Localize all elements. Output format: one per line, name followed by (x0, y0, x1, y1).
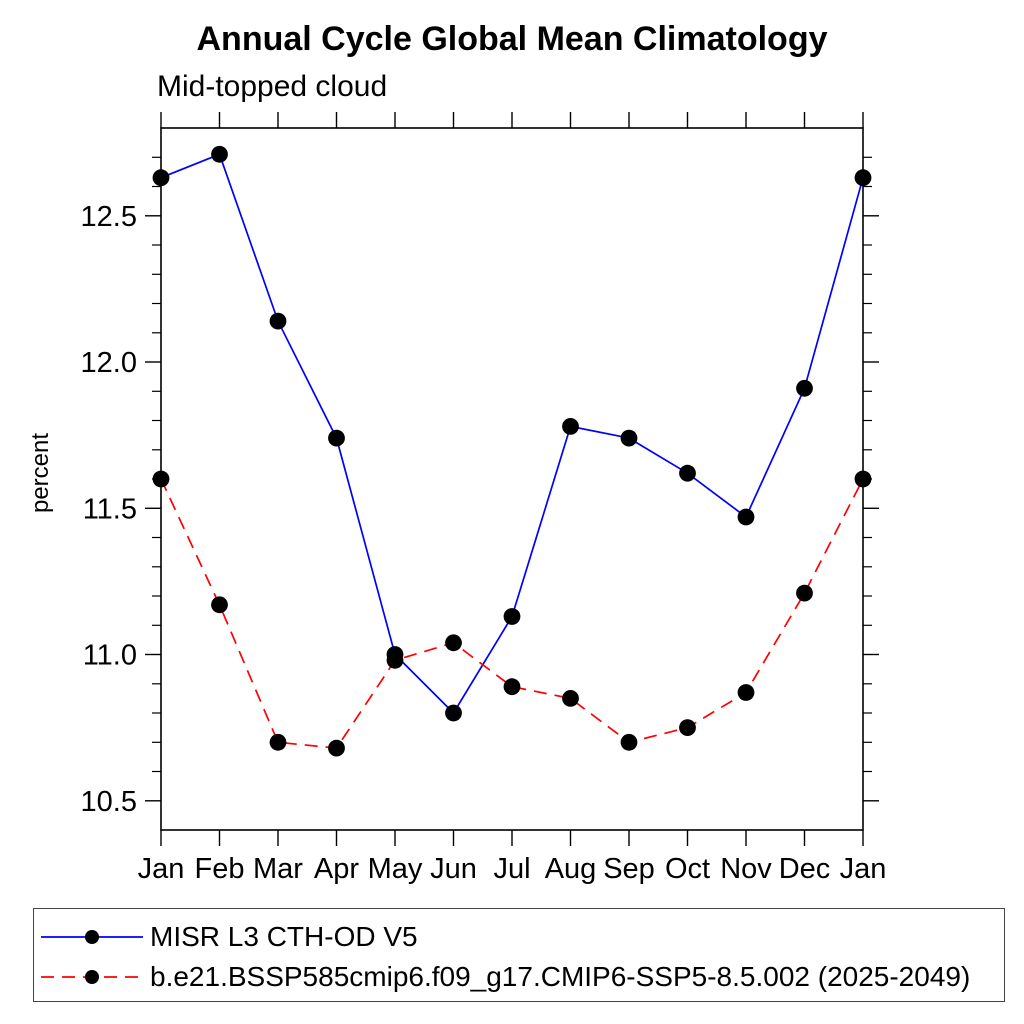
data-point-marker (562, 690, 579, 707)
data-point-marker (796, 584, 813, 602)
data-point-marker (211, 596, 228, 614)
x-tick-label: Jul (493, 853, 530, 885)
x-tick-label: Nov (720, 853, 772, 885)
legend-item-misr: MISR L3 CTH-OD V5 (39, 921, 418, 952)
data-point-marker (854, 169, 872, 187)
data-point-marker (503, 608, 521, 625)
data-point-marker (328, 739, 345, 757)
series-line-0 (160, 153, 864, 715)
data-point-marker (679, 719, 696, 736)
y-tick-label: 11.5 (83, 493, 137, 525)
x-tick-label: Oct (665, 853, 710, 885)
x-tick-label: May (368, 853, 423, 885)
x-tick-label: Jan (840, 853, 887, 885)
legend-label: b.e21.BSSP585cmip6.f09_g17.CMIP6-SSP5-8.… (150, 961, 971, 992)
data-point-marker (503, 678, 521, 696)
data-point-marker (152, 169, 170, 187)
data-point-marker (211, 145, 228, 163)
data-point-marker (737, 684, 755, 701)
data-point-marker (854, 470, 872, 488)
x-tick-label: Jan (138, 853, 185, 885)
legend-box: MISR L3 CTH-OD V5 b.e21.BSSP585cmip6.f09… (33, 908, 1005, 1002)
data-point-marker (269, 733, 287, 751)
x-tick-label: Aug (545, 853, 597, 885)
plot-frame (160, 127, 864, 831)
legend-marker-dot (85, 970, 99, 984)
legend-label: MISR L3 CTH-OD V5 (150, 921, 418, 952)
data-point-marker (386, 651, 404, 669)
data-point-marker (796, 379, 813, 397)
x-tick-label: Apr (314, 853, 359, 885)
legend-marker-dot (85, 930, 99, 944)
legend-item-model: b.e21.BSSP585cmip6.f09_g17.CMIP6-SSP5-8.… (39, 961, 971, 992)
legend-line-sample-solid (41, 930, 143, 944)
data-point-marker (737, 508, 755, 526)
data-point-marker (679, 464, 696, 482)
x-tick-label: Sep (603, 853, 655, 885)
legend-line-sample-dashed (41, 970, 143, 984)
data-point-marker (445, 634, 462, 652)
y-tick-label: 12.5 (81, 201, 137, 233)
y-tick-label: 12.0 (81, 347, 137, 379)
x-tick-label: Dec (779, 853, 831, 885)
x-tick-label: Mar (253, 853, 303, 885)
y-tick-label: 11.0 (83, 640, 137, 672)
data-point-marker (445, 704, 462, 722)
data-point-marker (620, 429, 638, 447)
y-tick-label: 10.5 (81, 786, 137, 818)
data-point-marker (562, 418, 579, 435)
x-tick-label: Feb (195, 853, 245, 885)
data-point-marker (620, 733, 638, 751)
chart-subtitle: Mid-topped cloud (157, 70, 388, 103)
data-point-marker (328, 429, 345, 447)
data-point-marker (152, 470, 170, 488)
x-tick-label: Jun (430, 853, 477, 885)
data-point-marker (269, 312, 287, 330)
chart-title: Annual Cycle Global Mean Climatology (196, 20, 828, 58)
